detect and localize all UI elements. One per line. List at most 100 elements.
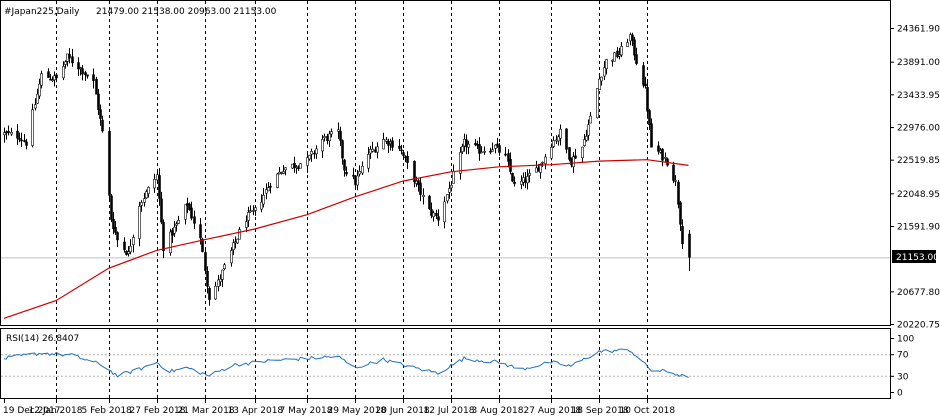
candle-body	[55, 74, 58, 79]
candle-body	[446, 194, 449, 202]
time-tick-label: 20 Jun 2018	[376, 406, 430, 416]
candle-body	[71, 56, 74, 64]
candle-body	[587, 124, 590, 136]
candle-body	[223, 264, 226, 270]
candle-body	[132, 237, 135, 246]
candlestick-series	[3, 32, 691, 306]
candle-body	[489, 150, 492, 153]
candle-body	[509, 159, 512, 172]
candle-body	[406, 155, 409, 163]
candle-body	[600, 76, 603, 82]
candle-body	[99, 109, 102, 119]
candle-body	[97, 93, 100, 110]
rsi-panel-frame	[0, 328, 891, 399]
candle-body	[376, 146, 379, 153]
candle-body	[478, 144, 481, 154]
rsi-level-lines	[1, 354, 890, 377]
candle-body	[419, 182, 422, 195]
candle-body	[47, 71, 50, 78]
candle-body	[236, 238, 239, 244]
candle-body	[356, 175, 359, 186]
candle-body	[20, 139, 23, 142]
candle-body	[507, 153, 510, 162]
candle-body	[496, 143, 499, 146]
candle-body	[38, 83, 41, 97]
candle-body	[321, 139, 324, 152]
candle-body	[162, 222, 165, 252]
candle-body	[633, 39, 636, 56]
price-tick-label: 23433.95	[897, 91, 940, 101]
price-tick-label: 24361.90	[897, 25, 940, 35]
candle-body	[452, 171, 455, 184]
candle-body	[201, 238, 204, 253]
candle-body	[467, 143, 470, 148]
candle-body	[498, 145, 501, 153]
candle-body	[528, 173, 531, 176]
candle-body	[299, 163, 302, 169]
candle-body	[84, 72, 87, 75]
candle-body	[123, 241, 126, 250]
candle-body	[177, 219, 180, 224]
candle-body	[308, 155, 311, 160]
candle-body	[430, 209, 433, 216]
price-axis: 24361.90 23891.00 23433.95 22976.00 22519.85…	[890, 25, 940, 331]
chart-header-ohlc: 21479.00 21538.00 20963.00 21153.00	[96, 7, 277, 17]
candle-body	[145, 191, 148, 199]
candle-body	[260, 201, 263, 210]
rsi-tick-label: 30	[897, 372, 909, 382]
candle-body	[234, 241, 237, 244]
candle-body	[64, 61, 67, 65]
candle-body	[171, 230, 174, 236]
candle-body	[147, 187, 150, 194]
candle-body	[465, 139, 468, 148]
candle-body	[112, 219, 115, 229]
candle-body	[565, 128, 568, 150]
candle-body	[186, 203, 189, 207]
candle-body	[252, 210, 255, 212]
candle-body	[413, 160, 416, 183]
candle-body	[581, 146, 584, 159]
candle-body	[245, 221, 248, 228]
rsi-header-value: 26.8407	[42, 334, 79, 344]
candle-body	[385, 139, 388, 142]
candle-body	[398, 145, 401, 149]
rsi-tick-label: 0	[897, 389, 903, 399]
candle-body	[422, 194, 425, 197]
candle-body	[541, 161, 544, 164]
candle-body	[513, 181, 516, 184]
candle-body	[18, 138, 21, 140]
candle-body	[437, 216, 440, 221]
rsi-tick-label: 100	[897, 335, 914, 345]
current-price-label-text: 21153.00	[896, 253, 939, 263]
candle-body	[238, 229, 241, 240]
candle-body	[40, 73, 43, 86]
time-tick-label: 13 Apr 2018	[228, 406, 284, 416]
candle-body	[315, 148, 318, 155]
candle-body	[613, 52, 616, 62]
candle-body	[650, 123, 653, 148]
candle-body	[620, 46, 623, 56]
candle-body	[184, 204, 187, 220]
candle-body	[101, 119, 104, 132]
candle-body	[544, 156, 547, 165]
candle-body	[23, 140, 26, 142]
candle-body	[674, 180, 677, 182]
candle-body	[214, 285, 217, 300]
candle-body	[644, 83, 647, 87]
candle-body	[352, 174, 355, 177]
candle-body	[262, 194, 265, 205]
time-tick-label: 21 Mar 2018	[178, 406, 235, 416]
candle-body	[552, 140, 555, 147]
candle-body	[34, 104, 37, 109]
candle-body	[677, 181, 680, 205]
candle-body	[254, 207, 257, 211]
candle-body	[221, 269, 224, 280]
candle-body	[129, 246, 132, 253]
price-tick-label: 23891.00	[897, 58, 940, 68]
candle-body	[358, 170, 361, 175]
candle-body	[559, 128, 562, 139]
candle-body	[68, 54, 71, 59]
candle-body	[116, 232, 119, 241]
